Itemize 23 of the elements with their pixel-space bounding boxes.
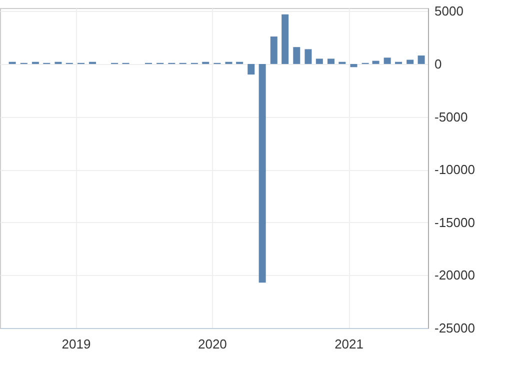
x-tick-label: 2020 — [198, 336, 227, 352]
bar — [384, 58, 391, 64]
bar — [350, 64, 358, 68]
bar — [372, 60, 380, 64]
bar — [418, 56, 425, 64]
y-tick-label: -25000 — [434, 320, 475, 336]
bar — [270, 36, 278, 64]
bar — [282, 14, 289, 64]
bar — [258, 64, 266, 283]
bar — [304, 49, 312, 64]
x-tick-label: 2019 — [62, 336, 91, 352]
bar — [248, 64, 255, 75]
y-tick-label: -20000 — [434, 268, 475, 283]
y-tick-label: -5000 — [434, 109, 468, 124]
y-tick-label: 5000 — [434, 4, 464, 19]
bar — [406, 60, 414, 64]
y-tick-label: 0 — [434, 56, 442, 72]
bar — [316, 58, 323, 64]
bar — [327, 58, 334, 64]
bar — [293, 47, 300, 64]
y-tick-label: -15000 — [434, 214, 475, 230]
x-tick-label: 2021 — [334, 336, 364, 352]
y-tick-label: -10000 — [434, 162, 475, 178]
